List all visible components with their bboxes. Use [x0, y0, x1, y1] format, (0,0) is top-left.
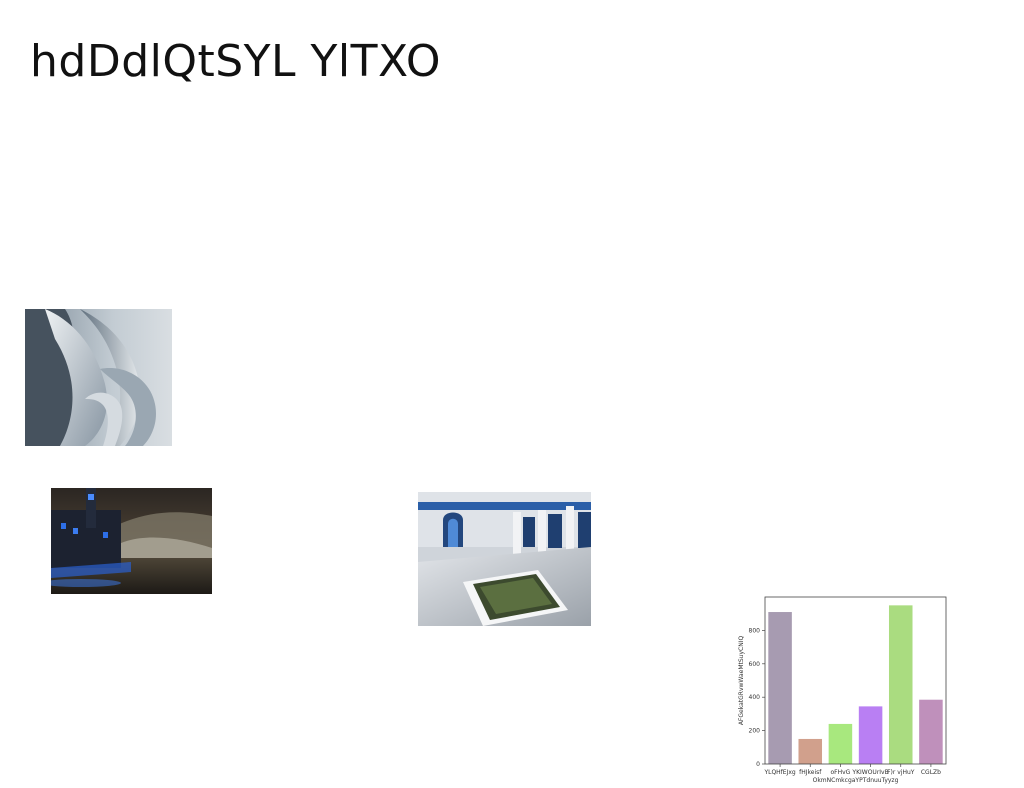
- bar-cglzb: [919, 699, 943, 764]
- y-axis-label: AFGekatGRvwWaeMtSuyCNIQ: [738, 636, 745, 726]
- bar-ylqhfejxg: [768, 612, 792, 764]
- bar-chart-canvas: 0 200 400 600 800 YLQHfEJxg fHJkeisf oFHvG YKIWO…: [738, 596, 947, 784]
- x-tick-label: F)r vjHuY: [887, 769, 915, 776]
- x-axis-label: OkmNCmkcgaYPTdnuuTyyzg: [813, 777, 899, 784]
- page-title: hdDdlQtSYL YlTXO: [30, 36, 441, 87]
- x-tick-label: YLQHfEJxg: [763, 769, 795, 776]
- y-tick-label: 800: [749, 627, 761, 634]
- y-tick-label: 0: [756, 761, 760, 768]
- y-tick-label: 600: [749, 661, 761, 668]
- courtyard-image: [418, 492, 591, 626]
- x-tick-label: CGLZb: [921, 769, 941, 776]
- y-tick-label: 200: [749, 728, 761, 735]
- sculpture-image: [25, 309, 172, 446]
- x-tick-label: oFHvG: [830, 769, 850, 776]
- bar-f-r-vjhuy: [888, 605, 913, 764]
- bar-chart: 0 200 400 600 800 YLQHfEJxg fHJkeisf oFHvG YKIWO…: [726, 588, 952, 784]
- plot-frame: [764, 596, 947, 765]
- y-tick-label: 400: [749, 694, 761, 701]
- bar-fhjkeisf: [798, 738, 823, 764]
- bar-ofhvg: [828, 723, 853, 764]
- bar-ykiwourivb: [858, 706, 883, 764]
- lighthouse-image: [51, 488, 212, 594]
- x-tick-label: YKIWOUrIvB: [851, 769, 888, 776]
- x-tick-label: fHJkeisf: [799, 769, 822, 776]
